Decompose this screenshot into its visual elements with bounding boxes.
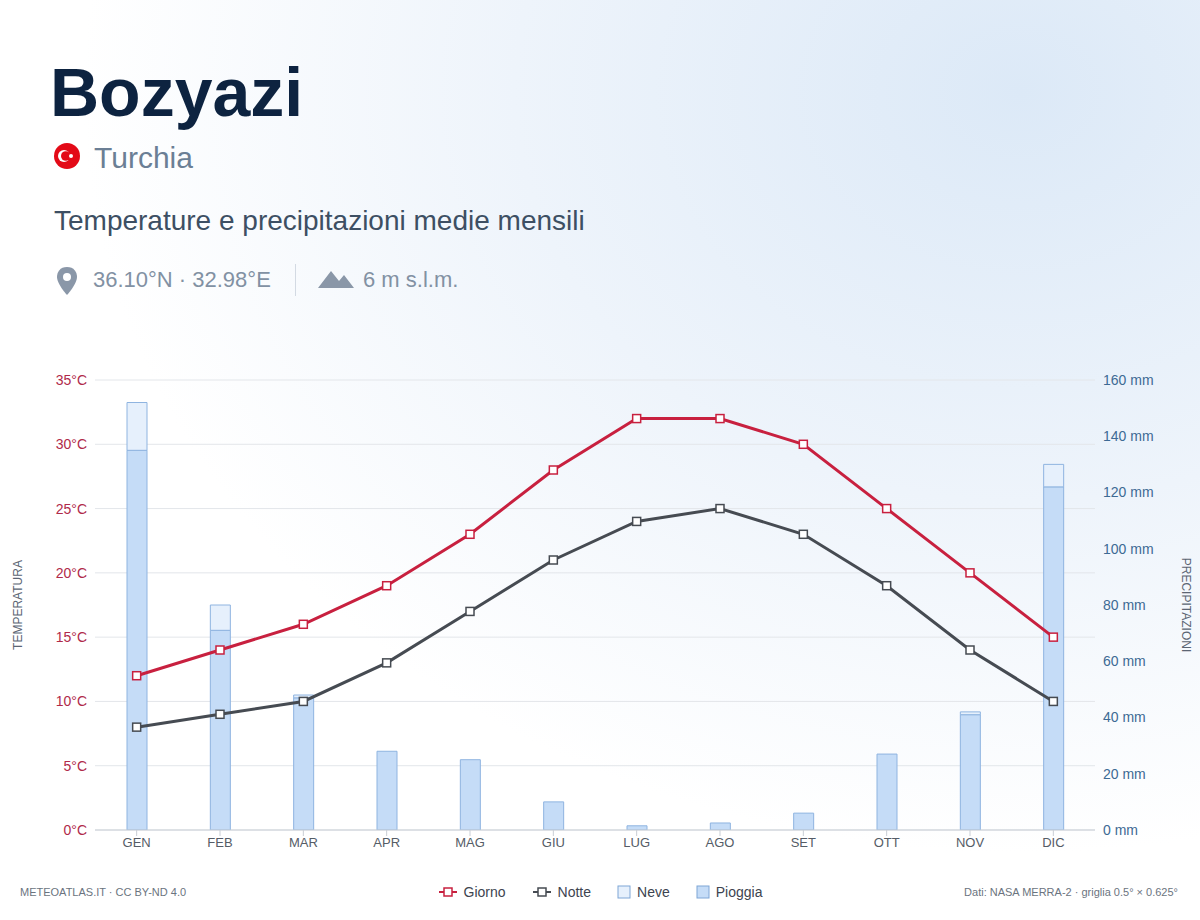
html-text:Pioggia: Pioggia <box>715 884 763 900</box>
svg-text:MAR: MAR <box>289 835 318 850</box>
svg-text:NOV: NOV <box>956 835 985 850</box>
html-text:6 m s.l.m.: 6 m s.l.m. <box>363 267 459 292</box>
svg-text:60 mm: 60 mm <box>1103 653 1146 669</box>
svg-text:5°C: 5°C <box>64 758 88 774</box>
svg-text:PRECIPITAZIONI: PRECIPITAZIONI <box>1179 558 1193 652</box>
svg-text:0 mm: 0 mm <box>1103 822 1138 838</box>
svg-text:DIC: DIC <box>1042 835 1064 850</box>
svg-text:0°C: 0°C <box>64 822 88 838</box>
svg-text:40 mm: 40 mm <box>1103 709 1146 725</box>
html-text:Temperature e precipitazioni m: Temperature e precipitazioni medie mensi… <box>54 205 585 236</box>
html-text:METEOATLAS.IT · CC BY-ND 4.0: METEOATLAS.IT · CC BY-ND 4.0 <box>20 886 187 898</box>
svg-text:MAG: MAG <box>455 835 485 850</box>
html-text:36.10°N · 32.98°E: 36.10°N · 32.98°E <box>93 267 271 292</box>
svg-text:20 mm: 20 mm <box>1103 766 1146 782</box>
html-text:Turchia: Turchia <box>94 141 193 174</box>
html-text:Bozyazi: Bozyazi <box>50 54 304 130</box>
svg-text:140 mm: 140 mm <box>1103 428 1154 444</box>
svg-text:GIU: GIU <box>542 835 565 850</box>
svg-text:10°C: 10°C <box>56 693 87 709</box>
svg-text:TEMPERATURA: TEMPERATURA <box>11 560 25 650</box>
svg-text:25°C: 25°C <box>56 501 87 517</box>
svg-text:15°C: 15°C <box>56 629 87 645</box>
svg-text:35°C: 35°C <box>56 372 87 388</box>
svg-text:AGO: AGO <box>706 835 735 850</box>
html-text:Neve: Neve <box>637 884 670 900</box>
svg-text:20°C: 20°C <box>56 565 87 581</box>
svg-text:APR: APR <box>373 835 400 850</box>
svg-text:30°C: 30°C <box>56 436 87 452</box>
svg-text:FEB: FEB <box>207 835 232 850</box>
html-text:Notte: Notte <box>557 884 591 900</box>
svg-text:GEN: GEN <box>123 835 151 850</box>
svg-text:100 mm: 100 mm <box>1103 541 1154 557</box>
svg-text:160 mm: 160 mm <box>1103 372 1154 388</box>
svg-text:SET: SET <box>791 835 816 850</box>
html-text:Dati: NASA MERRA-2 · griglia 0: Dati: NASA MERRA-2 · griglia 0.5° × 0.62… <box>964 886 1178 898</box>
html-text:Giorno: Giorno <box>463 884 506 900</box>
svg-text:80 mm: 80 mm <box>1103 597 1146 613</box>
svg-text:OTT: OTT <box>874 835 900 850</box>
svg-text:LUG: LUG <box>623 835 650 850</box>
svg-text:120 mm: 120 mm <box>1103 484 1154 500</box>
